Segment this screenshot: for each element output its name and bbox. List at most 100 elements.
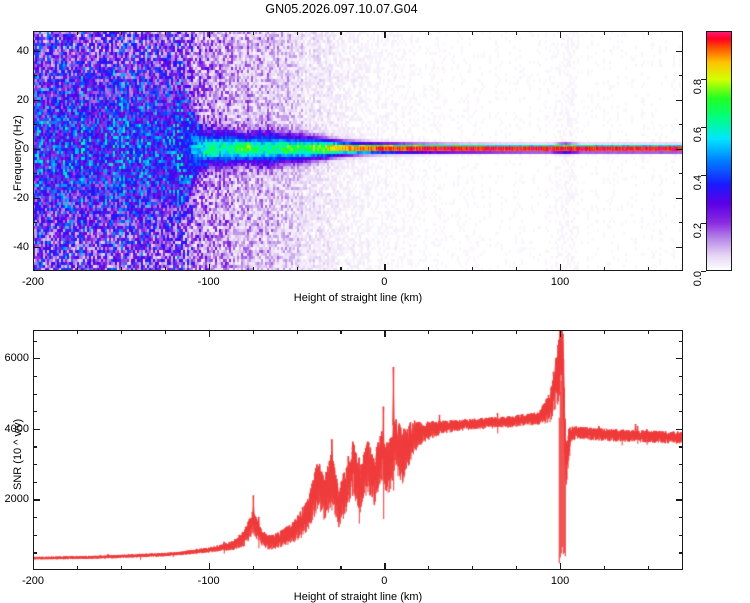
x-major-tick (208, 563, 210, 570)
x-tick-label: 0 (381, 276, 388, 288)
x-minor-tick (120, 267, 123, 271)
y-major-tick-right (676, 428, 683, 430)
x-minor-tick (164, 566, 166, 570)
x-minor-tick-top (164, 31, 166, 35)
x-minor-tick-top (428, 330, 430, 334)
spectrogram-x-axis-title: Height of straight line (km) (293, 292, 423, 304)
x-major-tick-top (560, 330, 562, 337)
x-minor-tick-top (647, 31, 650, 35)
x-major-tick-top (208, 31, 210, 38)
x-major-tick-top (384, 330, 386, 337)
x-minor-tick (76, 267, 79, 271)
y-tick-label: 4000 (4, 422, 29, 435)
x-minor-tick (516, 267, 518, 271)
x-minor-tick-top (340, 31, 342, 35)
y-minor-tick (33, 517, 37, 519)
snr-y-axis-title: SNR (10 ^ v/v) (12, 418, 24, 490)
x-minor-tick (647, 566, 650, 570)
colorbar-tick (701, 175, 706, 177)
y-minor-tick (33, 340, 37, 342)
x-minor-tick (120, 566, 123, 570)
snr-trace-plot (33, 330, 683, 570)
y-major-tick-right (676, 499, 683, 501)
colorbar-tick (701, 271, 706, 273)
x-minor-tick (340, 566, 342, 570)
x-minor-tick-top (296, 330, 298, 334)
x-minor-tick (428, 267, 430, 271)
x-major-tick (384, 264, 386, 271)
y-minor-tick-right (679, 124, 683, 126)
x-minor-tick-top (296, 31, 298, 35)
y-minor-tick (33, 173, 37, 175)
y-tick-label: 2000 (4, 493, 29, 506)
y-minor-tick (33, 411, 37, 413)
y-minor-tick (33, 552, 37, 554)
y-minor-tick-right (679, 552, 683, 554)
x-major-tick-top (208, 330, 210, 337)
y-minor-tick-right (679, 446, 683, 448)
x-major-tick (384, 563, 386, 570)
colorbar-frame (706, 31, 732, 271)
x-minor-tick-top (76, 330, 79, 334)
y-major-tick-right (676, 197, 683, 199)
x-minor-tick-top (603, 31, 606, 35)
colorbar-tick-label: 0.0 (692, 271, 704, 287)
x-minor-tick (252, 267, 254, 271)
colorbar-tick (701, 223, 706, 225)
x-major-tick-top (33, 330, 35, 337)
x-minor-tick (296, 267, 298, 271)
x-minor-tick-top (472, 31, 474, 35)
x-minor-tick-top (428, 31, 430, 35)
x-minor-tick (252, 566, 254, 570)
spectrogram-y-axis-title: Frequency (Hz) (12, 115, 24, 191)
y-major-tick (33, 99, 40, 101)
y-minor-tick (33, 393, 37, 395)
y-tick-label: 0 (22, 142, 29, 155)
y-major-tick-right (676, 99, 683, 101)
x-major-tick-top (33, 31, 35, 38)
x-tick-label: 100 (550, 276, 570, 288)
y-minor-tick-right (679, 173, 683, 175)
y-major-tick (33, 246, 40, 248)
y-minor-tick-right (679, 75, 683, 77)
x-minor-tick (603, 566, 606, 570)
y-minor-tick (33, 222, 37, 224)
colorbar-tick-label: 0.4 (692, 175, 704, 191)
x-tick-label: 0 (381, 575, 388, 587)
y-minor-tick-right (679, 393, 683, 395)
colorbar (701, 31, 732, 273)
y-major-tick-right (676, 246, 683, 248)
spectrogram-panel (33, 31, 683, 271)
x-minor-tick (472, 566, 474, 570)
y-minor-tick-right (679, 411, 683, 413)
colorbar-tick (701, 79, 706, 81)
y-minor-tick (33, 375, 37, 378)
figure-title: GN05.2026.097.10.07.G04 (265, 2, 418, 16)
y-minor-tick (33, 75, 37, 77)
colorbar-gradient (706, 31, 732, 271)
x-major-tick (560, 264, 562, 271)
x-minor-tick (647, 267, 650, 271)
colorbar-tick-label: 0.6 (692, 127, 704, 143)
x-minor-tick-top (340, 330, 342, 334)
x-minor-tick-top (516, 31, 518, 35)
y-major-tick (33, 499, 40, 501)
snr-panel (33, 330, 683, 570)
spectrogram-image (33, 31, 683, 271)
y-tick-label: 6000 (4, 352, 29, 365)
y-minor-tick (33, 124, 37, 126)
x-minor-tick-top (252, 330, 254, 334)
x-tick-label: -100 (197, 575, 220, 587)
y-tick-label: 40 (16, 44, 29, 57)
y-major-tick (33, 358, 40, 360)
x-minor-tick (76, 566, 79, 570)
x-minor-tick (296, 566, 298, 570)
x-major-tick (33, 563, 35, 570)
x-minor-tick-top (252, 31, 254, 35)
y-tick-label: 20 (16, 93, 29, 106)
y-tick-label: -20 (13, 191, 29, 204)
x-minor-tick-top (164, 330, 166, 334)
x-minor-tick (472, 267, 474, 271)
y-minor-tick-right (679, 517, 683, 519)
